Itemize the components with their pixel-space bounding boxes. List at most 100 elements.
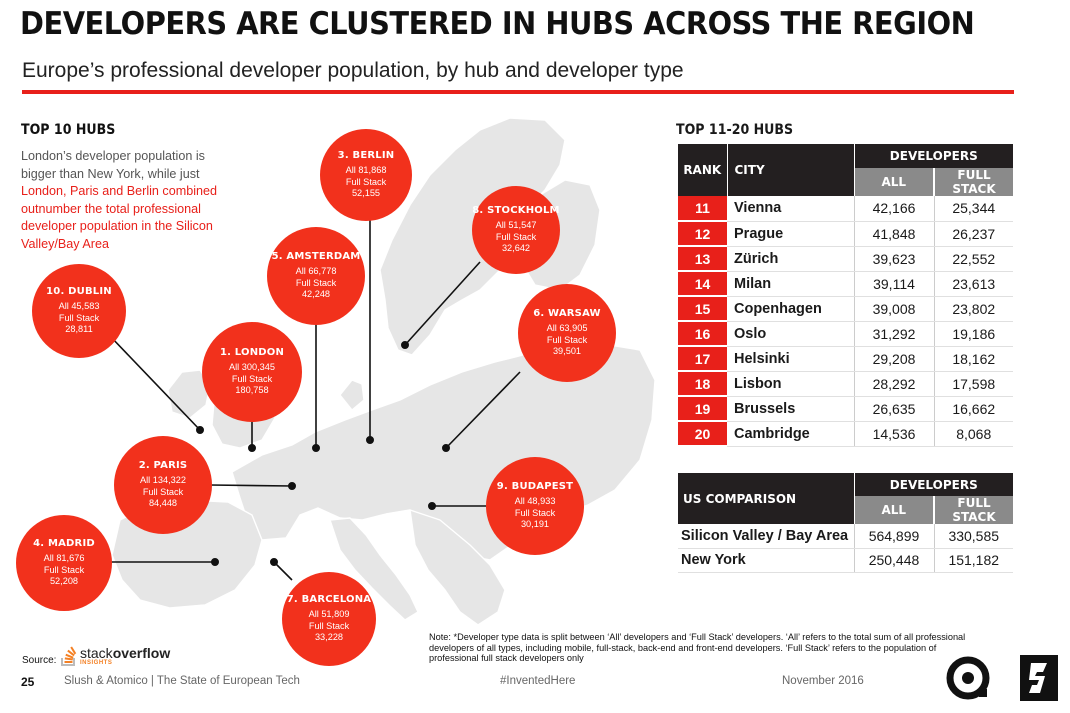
city-cell: Helsinki — [727, 346, 854, 372]
full-stack-cell: 16,662 — [933, 396, 1013, 422]
rank-cell: 17 — [678, 346, 727, 372]
stackoverflow-insights: INSIGHTS — [80, 660, 113, 666]
hashtag-text: #InventedHere — [500, 675, 576, 687]
table-row: 18 Lisbon 28,292 17,598 — [678, 371, 1013, 397]
hub-fs-value: 84,448 — [148, 498, 178, 509]
top11-20-body: 11 Vienna 42,166 25,344 12 Prague 41,848 26,237… — [678, 196, 1013, 447]
hub-all-value: All 134,322 — [140, 475, 186, 486]
intro-red-text: London, Paris and Berlin combined outnum… — [21, 184, 218, 251]
rank-cell: 13 — [678, 246, 727, 272]
table-row: 14 Milan 39,114 23,613 — [678, 271, 1013, 297]
all-cell: 14,536 — [853, 421, 934, 447]
footnote: Note: *Developer type data is split betw… — [429, 632, 966, 664]
full-stack-cell: 8,068 — [933, 421, 1013, 447]
hub-fs-label: Full Stack — [231, 373, 273, 384]
all-cell: 28,292 — [853, 371, 934, 397]
all-cell: 26,635 — [853, 396, 934, 422]
hub-fs-label: Full Stack — [142, 486, 184, 497]
hub-name: 3. BERLIN — [337, 150, 395, 162]
city-cell: Prague — [727, 221, 854, 247]
hub-all-value: All 81,868 — [345, 165, 387, 176]
hub-fs-value: 30,191 — [520, 519, 550, 530]
full-stack-cell: 22,552 — [933, 246, 1013, 272]
city-cell: Zürich — [727, 246, 854, 272]
hub-name: 4. MADRID — [33, 538, 95, 550]
denmark-shape — [339, 379, 365, 411]
hub-fs-value: 52,208 — [49, 576, 79, 587]
top10-intro: London’s developer population is bigger … — [21, 148, 241, 254]
hub-fs-label: Full Stack — [345, 176, 387, 187]
table-row: Silicon Valley / Bay Area 564,899 330,585 — [678, 524, 1013, 549]
hub-fs-value: 28,811 — [65, 324, 93, 335]
table-row: 16 Oslo 31,292 19,186 — [678, 321, 1013, 347]
hub-london: 1. LONDON All 300,345 Full Stack 180,758 — [202, 322, 302, 422]
hub-madrid: 4. MADRID All 81,676 Full Stack 52,208 — [16, 515, 112, 611]
hub-stockholm: 8. STOCKHOLM All 51,547 Full Stack 32,64… — [472, 186, 560, 274]
rank-cell: 12 — [678, 221, 727, 247]
hub-fs-label: Full Stack — [546, 334, 588, 345]
hub-name: 6. WARSAW — [533, 308, 601, 320]
hub-all-value: All 63,905 — [546, 323, 588, 334]
city-cell: Oslo — [727, 321, 854, 347]
hub-fs-value: 42,248 — [301, 289, 331, 300]
hub-fs-label: Full Stack — [43, 564, 85, 575]
us-city-cell: Silicon Valley / Bay Area — [678, 524, 854, 549]
date-text: November 2016 — [782, 675, 864, 687]
us-full-stack-header: FULL STACK — [933, 496, 1013, 524]
developers-header: DEVELOPERS — [853, 144, 1013, 168]
full-stack-cell: 25,344 — [933, 196, 1013, 222]
us-city-cell: New York — [678, 548, 854, 573]
table-row: 11 Vienna 42,166 25,344 — [678, 196, 1013, 222]
hub-name: 9. BUDAPEST — [496, 481, 574, 493]
city-cell: Milan — [727, 271, 854, 297]
city-cell: Cambridge — [727, 421, 854, 447]
all-cell: 41,848 — [853, 221, 934, 247]
us-all-cell: 250,448 — [853, 548, 934, 573]
table-row: 15 Copenhagen 39,008 23,802 — [678, 296, 1013, 322]
hub-fs-value: 33,228 — [314, 632, 344, 643]
hub-all-value: All 45,583 — [58, 301, 100, 312]
us-full-stack-cell: 151,182 — [933, 548, 1013, 573]
full-stack-cell: 17,598 — [933, 371, 1013, 397]
balkans-shape — [409, 509, 506, 626]
leader-stockholm — [404, 261, 481, 346]
table-row: 20 Cambridge 14,536 8,068 — [678, 421, 1013, 447]
rank-cell: 11 — [678, 196, 727, 222]
table-row: New York 250,448 151,182 — [678, 548, 1013, 573]
hub-paris: 2. PARIS All 134,322 Full Stack 84,448 — [114, 436, 212, 534]
rank-cell: 14 — [678, 271, 727, 297]
full-stack-header: FULL STACK — [933, 168, 1013, 196]
full-stack-cell: 19,186 — [933, 321, 1013, 347]
rank-cell: 18 — [678, 371, 727, 397]
full-stack-cell: 18,162 — [933, 346, 1013, 372]
all-header: ALL — [853, 168, 934, 196]
page-title: DEVELOPERS ARE CLUSTERED IN HUBS ACROSS … — [20, 6, 975, 42]
rank-cell: 15 — [678, 296, 727, 322]
hub-warsaw: 6. WARSAW All 63,905 Full Stack 39,501 — [518, 284, 616, 382]
page-number: 25 — [21, 675, 35, 689]
leader-lines — [102, 215, 521, 581]
city-cell: Brussels — [727, 396, 854, 422]
hub-budapest: 9. BUDAPEST All 48,933 Full Stack 30,191 — [486, 457, 584, 555]
hub-name: 1. LONDON — [219, 347, 285, 359]
hub-dublin: 10. DUBLIN All 45,583 Full Stack 28,811 — [32, 264, 126, 358]
hub-fs-value: 32,642 — [501, 243, 531, 254]
table-row: 12 Prague 41,848 26,237 — [678, 221, 1013, 247]
table-row: 17 Helsinki 29,208 18,162 — [678, 346, 1013, 372]
hub-all-value: All 51,547 — [495, 220, 537, 231]
hub-fs-value: 180,758 — [235, 385, 269, 396]
all-cell: 39,623 — [853, 246, 934, 272]
title-divider — [22, 90, 1014, 94]
hub-amsterdam: 5. AMSTERDAM All 66,778 Full Stack 42,24… — [267, 227, 365, 325]
us-comparison-title: US COMPARISON — [678, 473, 854, 524]
full-stack-cell: 23,613 — [933, 271, 1013, 297]
us-developers-header: DEVELOPERS — [853, 473, 1013, 496]
stackoverflow-logo: stackoverflow INSIGHTS — [60, 646, 170, 666]
hub-fs-label: Full Stack — [514, 507, 556, 518]
hub-name: 8. STOCKHOLM — [472, 205, 560, 217]
leader-paris — [209, 484, 293, 487]
city-cell: Copenhagen — [727, 296, 854, 322]
top10-title: TOP 10 HUBS — [21, 122, 116, 138]
atomico-logo-icon — [1020, 655, 1058, 701]
full-stack-cell: 23,802 — [933, 296, 1013, 322]
